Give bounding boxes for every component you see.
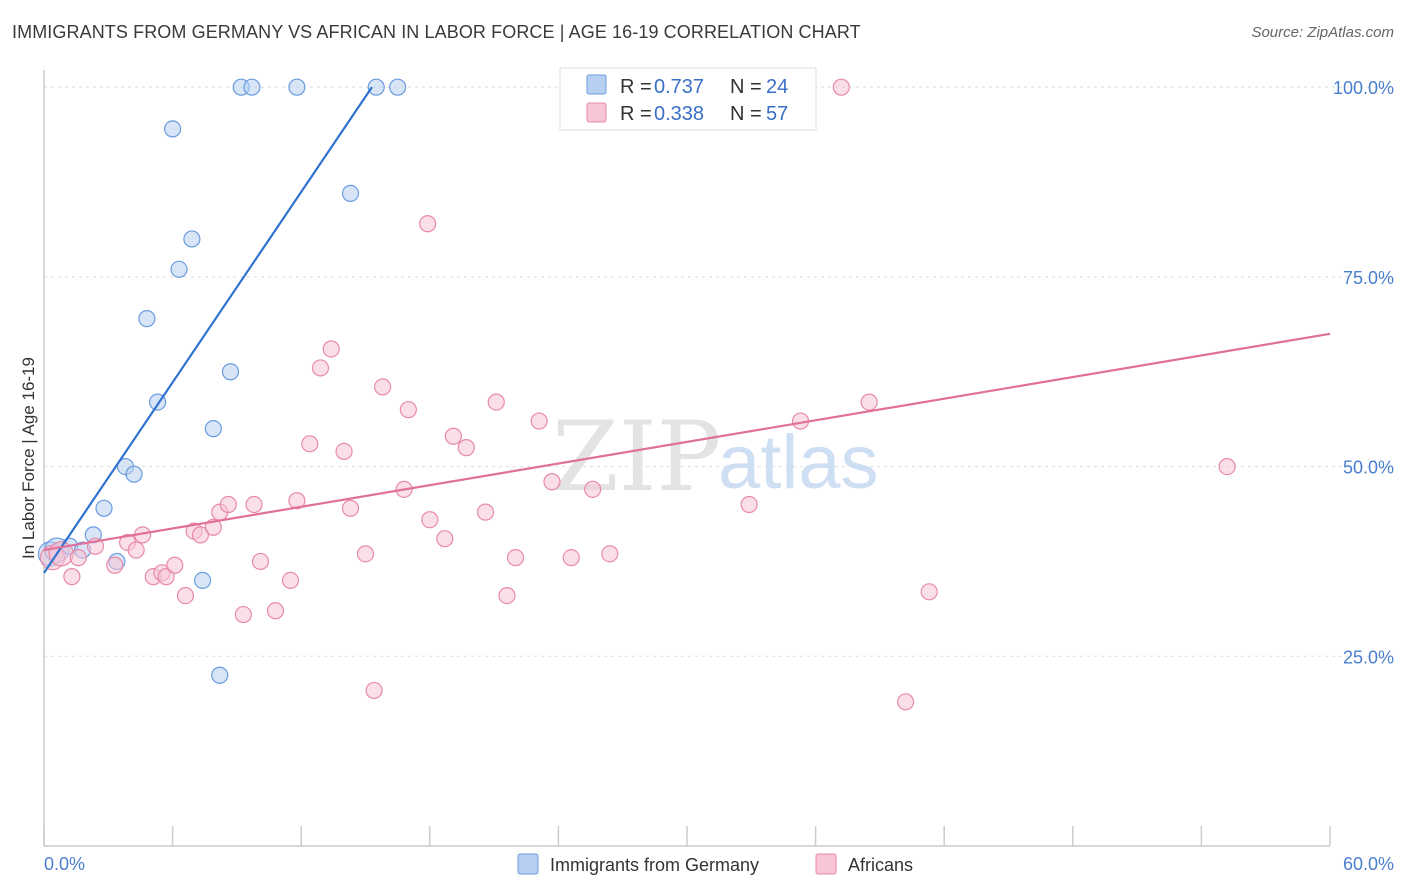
data-point bbox=[341, 184, 360, 203]
data-point bbox=[243, 78, 261, 96]
legend-r-label-africans: R = bbox=[620, 103, 652, 125]
data-point bbox=[601, 545, 619, 563]
x-axis-ticks bbox=[43, 826, 1331, 846]
data-point bbox=[543, 473, 561, 491]
data-point bbox=[920, 583, 938, 601]
data-point bbox=[356, 545, 375, 563]
data-point bbox=[832, 78, 850, 96]
data-point bbox=[106, 556, 124, 574]
series-africans-points bbox=[39, 78, 1236, 711]
data-point bbox=[166, 556, 184, 574]
data-point bbox=[164, 120, 182, 138]
legend-r-value-africans: 0.338 bbox=[654, 103, 704, 125]
data-point bbox=[860, 393, 878, 411]
data-point bbox=[498, 586, 516, 605]
data-point bbox=[266, 602, 285, 620]
data-point bbox=[204, 420, 222, 438]
data-point bbox=[281, 571, 300, 590]
legend-box: R = 0.737 N = 24 R = 0.338 N = 57 bbox=[559, 67, 817, 131]
data-point bbox=[127, 541, 145, 559]
data-point bbox=[399, 401, 417, 419]
data-point bbox=[251, 552, 270, 571]
bottom-legend-swatch-germany bbox=[517, 853, 539, 875]
grid-lines bbox=[44, 86, 1394, 657]
data-point bbox=[374, 378, 392, 396]
data-point bbox=[389, 78, 407, 96]
data-point bbox=[69, 549, 87, 567]
data-point bbox=[341, 499, 360, 517]
legend-n-label-germany: N = bbox=[730, 76, 762, 98]
bottom-legend-label-africans: Africans bbox=[848, 855, 913, 875]
trend-line bbox=[43, 332, 1331, 552]
data-point bbox=[365, 681, 383, 700]
data-point bbox=[311, 359, 330, 377]
data-point bbox=[95, 499, 113, 517]
data-point bbox=[157, 568, 175, 586]
data-point bbox=[335, 442, 353, 461]
data-point bbox=[219, 495, 237, 514]
legend-r-label-germany: R = bbox=[620, 76, 652, 98]
data-point bbox=[457, 439, 475, 457]
data-point bbox=[138, 310, 156, 328]
watermark: ZIP atlas bbox=[552, 401, 879, 513]
data-point bbox=[584, 480, 602, 498]
data-point bbox=[740, 495, 758, 514]
y-tick-label: 25.0% bbox=[1343, 647, 1394, 667]
data-point bbox=[170, 260, 188, 278]
bottom-legend: Immigrants from Germany Africans bbox=[517, 853, 913, 875]
data-point bbox=[421, 511, 439, 529]
bottom-legend-label-germany: Immigrants from Germany bbox=[550, 855, 759, 875]
legend-r-value-germany: 0.737 bbox=[654, 76, 704, 98]
y-tick-label: 50.0% bbox=[1343, 458, 1394, 478]
x-tick-label-max: 60.0% bbox=[1343, 854, 1394, 874]
data-point bbox=[419, 215, 437, 233]
data-point bbox=[562, 549, 580, 567]
legend-n-value-africans: 57 bbox=[766, 103, 788, 125]
data-point bbox=[322, 340, 340, 358]
watermark-atlas: atlas bbox=[718, 420, 879, 505]
legend-swatch-africans bbox=[586, 102, 607, 123]
data-point bbox=[176, 586, 195, 605]
data-point bbox=[897, 693, 915, 711]
data-point bbox=[367, 78, 385, 96]
data-point bbox=[245, 495, 263, 514]
trend-lines bbox=[43, 86, 1331, 574]
data-point bbox=[125, 465, 143, 483]
data-point bbox=[194, 571, 212, 590]
data-point bbox=[530, 412, 548, 430]
y-tick-labels: 25.0% 50.0% 75.0% 100.0% bbox=[1333, 78, 1394, 667]
x-tick-label-min: 0.0% bbox=[44, 854, 85, 874]
data-point bbox=[183, 230, 201, 248]
data-point bbox=[444, 427, 462, 445]
data-point bbox=[476, 503, 495, 521]
y-tick-label: 75.0% bbox=[1343, 268, 1394, 288]
legend-swatch-germany bbox=[586, 74, 607, 95]
chart-title: IMMIGRANTS FROM GERMANY VS AFRICAN IN LA… bbox=[12, 22, 861, 42]
data-point bbox=[221, 363, 240, 381]
bottom-legend-swatch-africans bbox=[815, 853, 837, 875]
data-point bbox=[211, 666, 229, 684]
data-point bbox=[63, 568, 81, 586]
data-point bbox=[487, 393, 505, 411]
y-axis-label: In Labor Force | Age 16-19 bbox=[19, 357, 38, 559]
data-point bbox=[288, 78, 306, 96]
y-tick-label: 100.0% bbox=[1333, 78, 1394, 98]
data-point bbox=[506, 549, 525, 567]
watermark-zip: ZIP bbox=[552, 401, 721, 513]
series-germany-points bbox=[37, 78, 407, 684]
legend-n-label-africans: N = bbox=[730, 103, 762, 125]
source-attribution: Source: ZipAtlas.com bbox=[1251, 24, 1394, 41]
data-point bbox=[436, 530, 454, 548]
data-point bbox=[234, 605, 252, 624]
data-point bbox=[1218, 457, 1236, 476]
data-point bbox=[301, 435, 319, 453]
legend-n-value-germany: 24 bbox=[766, 76, 788, 98]
data-point bbox=[288, 492, 306, 510]
trend-line bbox=[43, 86, 373, 574]
data-point bbox=[191, 526, 210, 544]
